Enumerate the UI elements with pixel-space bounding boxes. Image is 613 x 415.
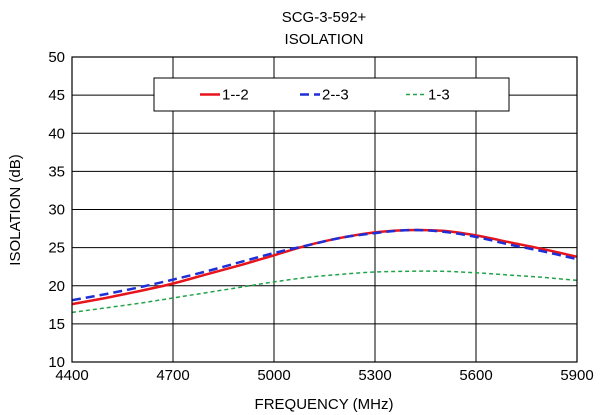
chart-title: SCG-3-592+ [282,9,367,26]
y-tick-label: 35 [48,163,65,180]
x-tick-label: 4700 [156,367,189,384]
x-tick-label: 5900 [560,367,593,384]
series-line-2 [71,228,578,302]
x-tick-label: 4400 [55,367,88,384]
series-lines [71,228,578,314]
y-tick-label: 40 [48,125,65,142]
legend: 1--2 2--3 1-3 [153,77,510,112]
x-axis-label: FREQUENCY (MHz) [255,396,394,413]
y-tick-label: 25 [48,240,65,257]
y-axis-label: ISOLATION (dB) [7,154,24,265]
y-tick-label: 50 [48,49,65,66]
x-tick-label: 5300 [358,367,391,384]
legend-label-3: 1-3 [428,87,450,104]
y-tick-label: 10 [48,354,65,371]
series-line-3 [71,270,578,314]
legend-label-1: 1--2 [222,87,249,104]
legend-label-2: 2--3 [322,87,349,104]
y-tick-label: 15 [48,316,65,333]
y-tick-label: 20 [48,278,65,295]
chart-subtitle: ISOLATION [285,31,364,48]
plot-frame [71,56,578,363]
x-tick-label: 5600 [459,367,492,384]
y-tick-label: 30 [48,202,65,219]
tick-labels: 10 15 20 25 30 35 40 45 50 4400 4700 5000 5300 5600 59… [48,49,593,384]
x-tick-label: 5000 [257,367,290,384]
y-tick-label: 45 [48,87,65,104]
